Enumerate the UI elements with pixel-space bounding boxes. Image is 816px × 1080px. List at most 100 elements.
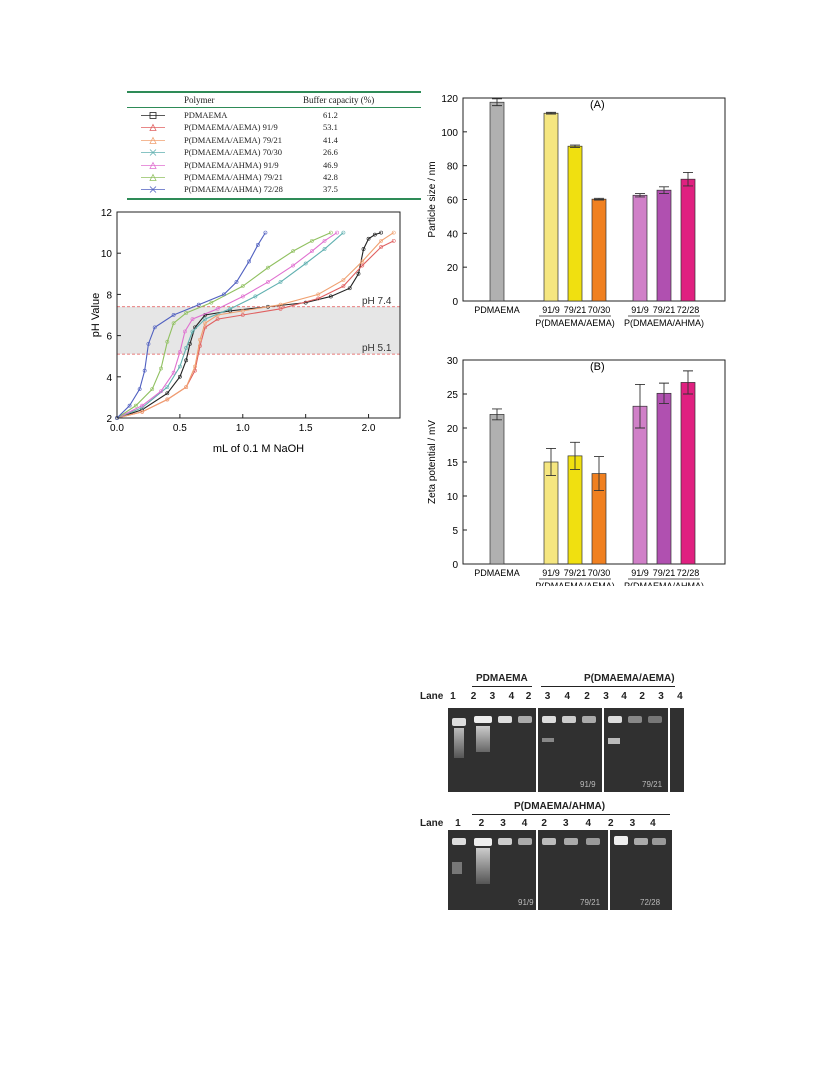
gel-bracket-pdmaema	[472, 686, 532, 687]
panel-label: (B)	[590, 361, 605, 373]
series-line	[116, 232, 395, 419]
x-tick-label: 1.5	[299, 423, 313, 434]
data-point	[183, 329, 187, 334]
gel-smear	[452, 862, 462, 874]
group-label: P(DMAEMA/AHMA)	[624, 318, 704, 328]
bar	[680, 382, 696, 565]
gel-band	[452, 718, 466, 726]
category-label: 91/9	[631, 305, 649, 315]
data-point	[253, 294, 258, 299]
bar	[680, 178, 696, 302]
gel-band	[652, 838, 666, 845]
bar	[567, 455, 583, 565]
polymer-label: P(DMAEMA/AEMA) 91/9	[184, 122, 278, 133]
legend-marker	[149, 136, 157, 144]
data-point	[171, 370, 176, 375]
legend-swatch	[141, 136, 165, 144]
data-point	[266, 280, 270, 284]
gel-band	[542, 738, 554, 742]
data-point	[278, 280, 283, 284]
gel-panel-pdmaema	[448, 708, 536, 792]
y-tick-label: 4	[106, 373, 112, 384]
gel-bracket-ahma	[472, 814, 670, 815]
data-point	[347, 286, 352, 291]
gel-band	[452, 838, 466, 845]
gel-lane-number: 4	[677, 691, 683, 702]
data-point	[171, 321, 176, 326]
bar	[656, 189, 672, 302]
category-label: 70/30	[588, 305, 611, 315]
error-bar	[635, 384, 645, 429]
series-line	[116, 232, 382, 419]
data-point	[240, 313, 245, 317]
data-point	[127, 403, 132, 408]
group-label: P(DMAEMA/AEMA)	[535, 318, 615, 328]
data-point	[203, 317, 207, 322]
x-tick-label: 2.0	[362, 423, 376, 434]
data-point	[171, 313, 176, 317]
data-point	[234, 280, 239, 284]
gel-lane-number: 4	[621, 691, 627, 702]
series-line	[116, 232, 332, 419]
polymer-label: P(DMAEMA/AHMA) 79/21	[184, 172, 283, 182]
table-row: P(DMAEMA/AEMA) 91/9 53.1	[127, 122, 421, 133]
legend-marker	[149, 112, 157, 119]
x-tick-label: 0.0	[110, 423, 124, 434]
gel-lane-number: 2	[525, 691, 532, 702]
data-point	[188, 341, 192, 346]
legend-marker	[149, 149, 157, 156]
legend-swatch	[141, 112, 165, 119]
y-tick-label: 20	[447, 424, 459, 435]
gel-band	[498, 716, 512, 723]
gel-band	[562, 716, 576, 723]
data-point	[165, 391, 170, 396]
data-point	[372, 232, 377, 237]
bar	[591, 198, 607, 302]
data-point	[184, 346, 189, 350]
table-top-rule	[127, 91, 421, 93]
data-point	[379, 238, 384, 243]
data-point	[140, 409, 145, 414]
data-point	[322, 238, 327, 243]
data-point	[140, 403, 145, 408]
error-bar	[570, 144, 580, 148]
gel-lane-number: 4	[508, 691, 515, 702]
gel-band	[648, 716, 662, 723]
data-point	[190, 329, 195, 334]
category-label: 79/21	[564, 305, 587, 315]
data-point	[165, 397, 170, 402]
gel-panel-aema-91-9: 91/9	[538, 708, 602, 792]
data-point	[159, 366, 163, 371]
gel-lane-number: 3	[489, 691, 496, 702]
gel-band	[586, 838, 600, 845]
data-point	[291, 249, 295, 254]
table-row: PDMAEMA 61.2	[127, 110, 421, 121]
data-point	[203, 321, 207, 326]
gel-band	[564, 838, 578, 845]
buffer-capacity-value: 37.5	[323, 184, 338, 195]
category-label: 72/28	[677, 305, 700, 315]
category-label: 70/30	[588, 568, 611, 578]
gel-band	[608, 738, 620, 744]
x-tick-label: 0.5	[173, 423, 187, 434]
x-tick-label: 1.0	[236, 423, 250, 434]
gel-lane-word-bottom: Lane	[420, 818, 444, 829]
error-bar	[683, 171, 693, 187]
data-point	[255, 243, 260, 247]
series-line	[116, 232, 266, 419]
data-point	[165, 385, 170, 390]
gel-lane-number: 4	[521, 818, 528, 829]
gel-lane-number: 3	[658, 691, 664, 702]
gel-ratio: 72/28	[640, 898, 661, 907]
buffer-capacity-value: 41.4	[323, 134, 338, 145]
category-label: 79/21	[653, 568, 676, 578]
data-point	[222, 292, 226, 297]
gel-lane-number: 1	[450, 691, 456, 702]
data-point	[215, 306, 220, 311]
data-point	[310, 238, 314, 243]
table-row: P(DMAEMA/AHMA) 91/9 46.9	[127, 160, 421, 171]
data-point	[366, 236, 371, 241]
gel-lane-number: 2	[478, 818, 485, 829]
data-point	[328, 230, 333, 235]
data-point	[328, 294, 333, 299]
